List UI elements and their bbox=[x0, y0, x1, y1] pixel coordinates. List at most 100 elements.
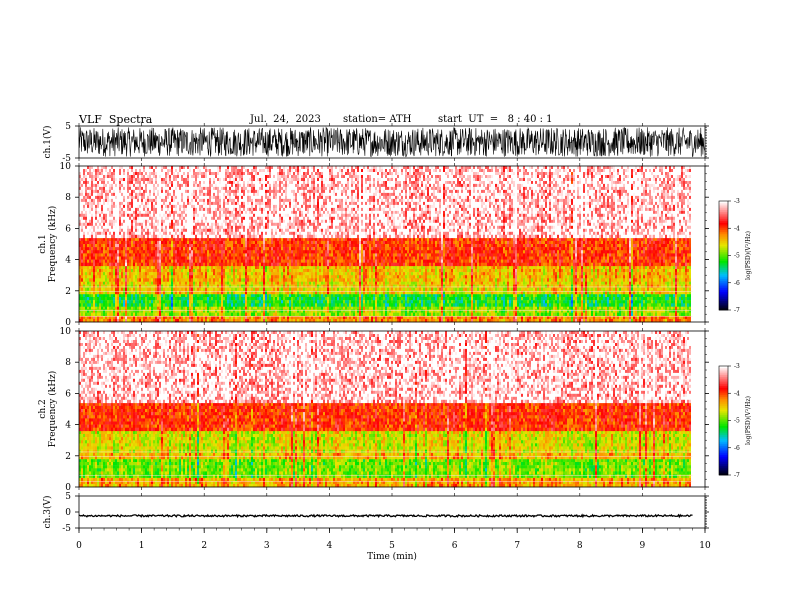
ch1-spectrogram-cell bbox=[467, 281, 469, 284]
ch1-spectrogram-cell bbox=[619, 300, 621, 303]
ch1-spectrogram-cell bbox=[183, 281, 185, 284]
ch1-spectrogram-cell bbox=[95, 313, 97, 316]
ch1-spectrogram-cell bbox=[291, 306, 293, 309]
ch1-spectrogram-cell bbox=[507, 281, 509, 284]
ch1-spectrogram-cell bbox=[277, 294, 279, 297]
ch1-spectrogram-cell bbox=[649, 306, 651, 309]
ch1-spectrogram-cell bbox=[627, 306, 629, 309]
ch1-spectrogram-cell bbox=[495, 303, 497, 306]
ch1-spectrogram-cell bbox=[169, 294, 171, 297]
ch1-spectrogram-cell bbox=[391, 313, 393, 316]
ch1-spectrogram-cell bbox=[555, 313, 557, 316]
ch1-spectrogram-cell bbox=[641, 297, 643, 300]
ch1-spectrogram-cell bbox=[157, 297, 159, 300]
ch1-spectrogram-cell bbox=[173, 294, 175, 297]
ch1-spectrogram-cell bbox=[309, 281, 311, 284]
ch1-spectrogram-cell bbox=[563, 303, 565, 306]
ch1-spectrogram-cell bbox=[101, 313, 103, 316]
ch1-spectrogram-cell bbox=[297, 313, 299, 316]
ch1-spectrogram-cell bbox=[589, 294, 591, 297]
ch1-spectrogram-cell bbox=[529, 303, 531, 306]
ch1-spectrogram-cell bbox=[677, 300, 679, 303]
ch1-spectrogram-cell bbox=[217, 294, 219, 297]
ch1-spectrogram-cell bbox=[207, 288, 209, 291]
ch1-spectrogram-cell bbox=[93, 281, 95, 284]
ch1-spectrogram-cell bbox=[241, 300, 243, 303]
ch1-spectrogram-cell bbox=[97, 288, 99, 291]
ch1-spectrogram-cell bbox=[425, 313, 427, 316]
ch1-spectrogram-cell bbox=[201, 288, 203, 291]
ch1-spectrogram-cell bbox=[253, 303, 255, 306]
ch1-spectrogram-cell bbox=[501, 288, 503, 291]
ch1-spectrogram-cell bbox=[125, 306, 127, 309]
ch1-spectrogram-cell bbox=[587, 297, 589, 300]
ch1-spectrogram-cell bbox=[117, 306, 119, 309]
ch1-spectrogram-cell bbox=[465, 288, 467, 291]
ch1-spectrogram-cell bbox=[513, 281, 515, 284]
ch1-spectrogram-cell bbox=[467, 313, 469, 316]
ch1-spectrogram-cell bbox=[215, 288, 217, 291]
ch1-spectrogram-cell bbox=[527, 300, 529, 303]
ch1-spectrogram-cell bbox=[687, 300, 689, 303]
ch1-spectrogram-cell bbox=[157, 300, 159, 303]
ch1-spectrogram-cell bbox=[131, 288, 133, 291]
ch1-spectrogram-cell bbox=[667, 288, 669, 291]
ch1-spectrogram-cell bbox=[671, 297, 673, 300]
ch1-spectrogram-cell bbox=[679, 297, 681, 300]
ch1-spectrogram-cell bbox=[433, 303, 435, 306]
ch1-spectrogram-cell bbox=[269, 300, 271, 303]
ch1-spectrogram-cell bbox=[265, 300, 267, 303]
ch1-spectrogram-cell bbox=[293, 288, 295, 291]
ch1-spectrogram-cell bbox=[443, 297, 445, 300]
ch1-spectrogram-cell bbox=[513, 288, 515, 291]
ch1-spectrogram-cell bbox=[611, 294, 613, 297]
ch1-spectrogram-cell bbox=[379, 306, 381, 309]
ch1-spectrogram-cell bbox=[581, 297, 583, 300]
ch1-spectrogram-cell bbox=[317, 294, 319, 297]
ch1-spectrogram-cell bbox=[207, 281, 209, 284]
ch1-spectrogram-cell bbox=[201, 306, 203, 309]
ch1-spectrogram-cell bbox=[435, 313, 437, 316]
ch1-spectrogram-cell bbox=[219, 297, 221, 300]
ch1-spectrogram-cell bbox=[651, 297, 653, 300]
ch1-spectrogram-cell bbox=[245, 306, 247, 309]
ch1-spectrogram-cell bbox=[655, 306, 657, 309]
ch1-spectrogram-cell bbox=[585, 288, 587, 291]
ch1-spectrogram-cell bbox=[409, 288, 411, 291]
ch1-spectrogram-cell bbox=[427, 303, 429, 306]
ch1-spectrogram-cell bbox=[273, 288, 275, 291]
ch1-spectrogram-cell bbox=[637, 300, 639, 303]
ch1-spectrogram-cell bbox=[111, 288, 113, 291]
ch1-spectrogram-cell bbox=[679, 294, 681, 297]
ch1-spectrogram-cell bbox=[631, 297, 633, 300]
ch1-spectrogram-cell bbox=[435, 281, 437, 284]
ch1-spectrogram-cell bbox=[273, 281, 275, 284]
ch1-spectrogram-cell bbox=[477, 294, 479, 297]
ch1-spectrogram-cell bbox=[467, 300, 469, 303]
ch1-spectrogram-cell bbox=[127, 297, 129, 300]
ch1-spectrogram-cell bbox=[247, 294, 249, 297]
ch1-spectrogram-cell bbox=[687, 297, 689, 300]
ch1-spectrogram-cell bbox=[395, 297, 397, 300]
ch1-spectrogram-cell bbox=[371, 297, 373, 300]
ch1-spectrogram-cell bbox=[671, 294, 673, 297]
ch1-spectrogram-cell bbox=[679, 281, 681, 284]
ch1-spectrogram-cell bbox=[95, 303, 97, 306]
ch1-spectrogram-cell bbox=[295, 281, 297, 284]
ch1-spectrogram-cell bbox=[307, 300, 309, 303]
ch1-spectrogram-cell bbox=[427, 294, 429, 297]
ch1-spectrogram-cell bbox=[425, 297, 427, 300]
ch1-spectrogram-cell bbox=[331, 297, 333, 300]
ch1-spectrogram-cell bbox=[401, 303, 403, 306]
ch1-spectrogram-cell bbox=[485, 303, 487, 306]
ch1-spectrogram-cell bbox=[655, 288, 657, 291]
ch1-spectrogram-cell bbox=[661, 313, 663, 316]
ch1-spectrogram-cell bbox=[329, 281, 331, 284]
ch1-spectrogram-cell bbox=[611, 288, 613, 291]
ch1-spectrogram-cell bbox=[433, 297, 435, 300]
ch1-spectrogram-cell bbox=[245, 303, 247, 306]
ch1-spectrogram-cell bbox=[275, 313, 277, 316]
ch1-spectrogram-cell bbox=[319, 285, 321, 288]
ch1-spectrogram-cell bbox=[401, 306, 403, 309]
ch1-spectrogram-cell bbox=[663, 281, 665, 284]
